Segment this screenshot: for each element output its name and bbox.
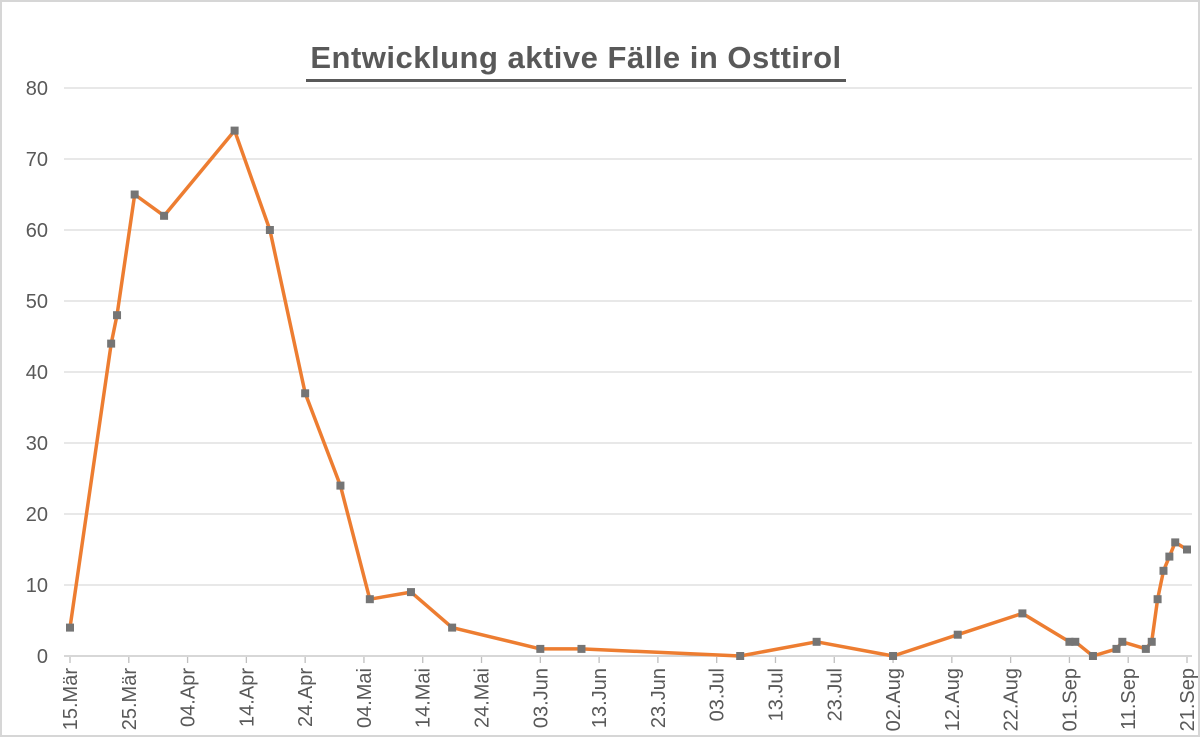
y-axis-label-40: 40 (26, 362, 48, 384)
x-axis-label-24.Apr: 24.Apr (295, 668, 317, 727)
data-point-23.Mär (113, 311, 122, 320)
x-axis-label-24.Mai: 24.Mai (472, 668, 494, 728)
x-axis-label-11.Sep: 11.Sep (1118, 668, 1140, 730)
data-point-02.Aug (889, 652, 898, 660)
data-point-15.Sep (1147, 637, 1156, 646)
data-point-22.Mär (107, 339, 116, 348)
y-axis-label-10: 10 (26, 575, 48, 597)
x-axis-label-14.Apr: 14.Apr (236, 668, 258, 727)
y-axis-label-20: 20 (26, 504, 48, 526)
data-point-13.Aug (953, 630, 962, 639)
data-point-19.Mai (448, 623, 457, 632)
data-point-17.Sep (1159, 566, 1168, 575)
data-point-30.Apr (336, 481, 345, 490)
data-point-07.Jul (736, 652, 745, 660)
data-point-26.Mär (130, 190, 139, 199)
data-point-10.Jun (577, 644, 586, 653)
series-line-aktive Fälle Osttirol (68, 128, 1189, 658)
x-axis-label-22.Aug: 22.Aug (1001, 668, 1023, 731)
x-axis-label-23.Jun: 23.Jun (648, 668, 670, 728)
y-axis-label-0: 0 (37, 646, 48, 668)
data-point-24.Aug (1018, 609, 1027, 618)
x-axis-label-01.Sep: 01.Sep (1059, 668, 1081, 731)
data-point-21.Sep (1183, 545, 1191, 554)
x-axis-label-04.Apr: 04.Apr (178, 668, 200, 727)
x-axis-label-04.Mai: 04.Mai (354, 668, 376, 728)
chart-title-row: Entwicklung aktive Fälle in Osttirol (2, 40, 1150, 82)
data-point-05.Sep (1088, 652, 1097, 660)
data-point-10.Sep (1118, 637, 1127, 646)
y-axis-label-50: 50 (26, 291, 48, 313)
data-point-19.Sep (1171, 538, 1180, 547)
x-axis-label-03.Jul: 03.Jul (707, 668, 729, 721)
data-point-24.Apr (301, 389, 310, 398)
data-point-31.Mär (160, 211, 169, 220)
chart-title: Entwicklung aktive Fälle in Osttirol (306, 40, 846, 82)
x-axis-label-23.Jul: 23.Jul (824, 668, 846, 721)
data-point-01.Sep (1071, 637, 1080, 646)
data-point-20.Jul (812, 637, 821, 646)
data-point-31.Aug (1065, 637, 1074, 646)
x-axis-label-15.Mär: 15.Mär (60, 668, 82, 731)
data-point-12.Mai (406, 588, 415, 597)
data-point-12.Apr (230, 126, 239, 135)
x-axis-label-13.Jul: 13.Jul (765, 668, 787, 721)
x-axis-label-21.Sep: 21.Sep (1177, 668, 1199, 731)
data-point-15.Mär (66, 623, 74, 632)
data-point-05.Mai (365, 595, 374, 604)
data-point-18.Apr (265, 226, 274, 234)
x-axis-label-12.Aug: 12.Aug (942, 668, 964, 731)
data-point-18.Sep (1165, 552, 1174, 561)
y-axis-label-80: 80 (26, 78, 48, 100)
x-axis-label-14.Mai: 14.Mai (413, 668, 435, 728)
x-axis-label-02.Aug: 02.Aug (883, 668, 905, 731)
y-axis-label-30: 30 (26, 433, 48, 455)
x-axis-label-03.Jun: 03.Jun (530, 668, 552, 728)
y-axis-label-60: 60 (26, 220, 48, 242)
data-point-09.Sep (1112, 644, 1121, 653)
x-axis-label-13.Jun: 13.Jun (589, 668, 611, 728)
data-point-03.Jun (536, 644, 545, 653)
x-axis-label-25.Mär: 25.Mär (119, 668, 141, 731)
y-axis-label-70: 70 (26, 149, 48, 171)
data-point-14.Sep (1141, 644, 1150, 653)
data-point-16.Sep (1153, 595, 1162, 604)
